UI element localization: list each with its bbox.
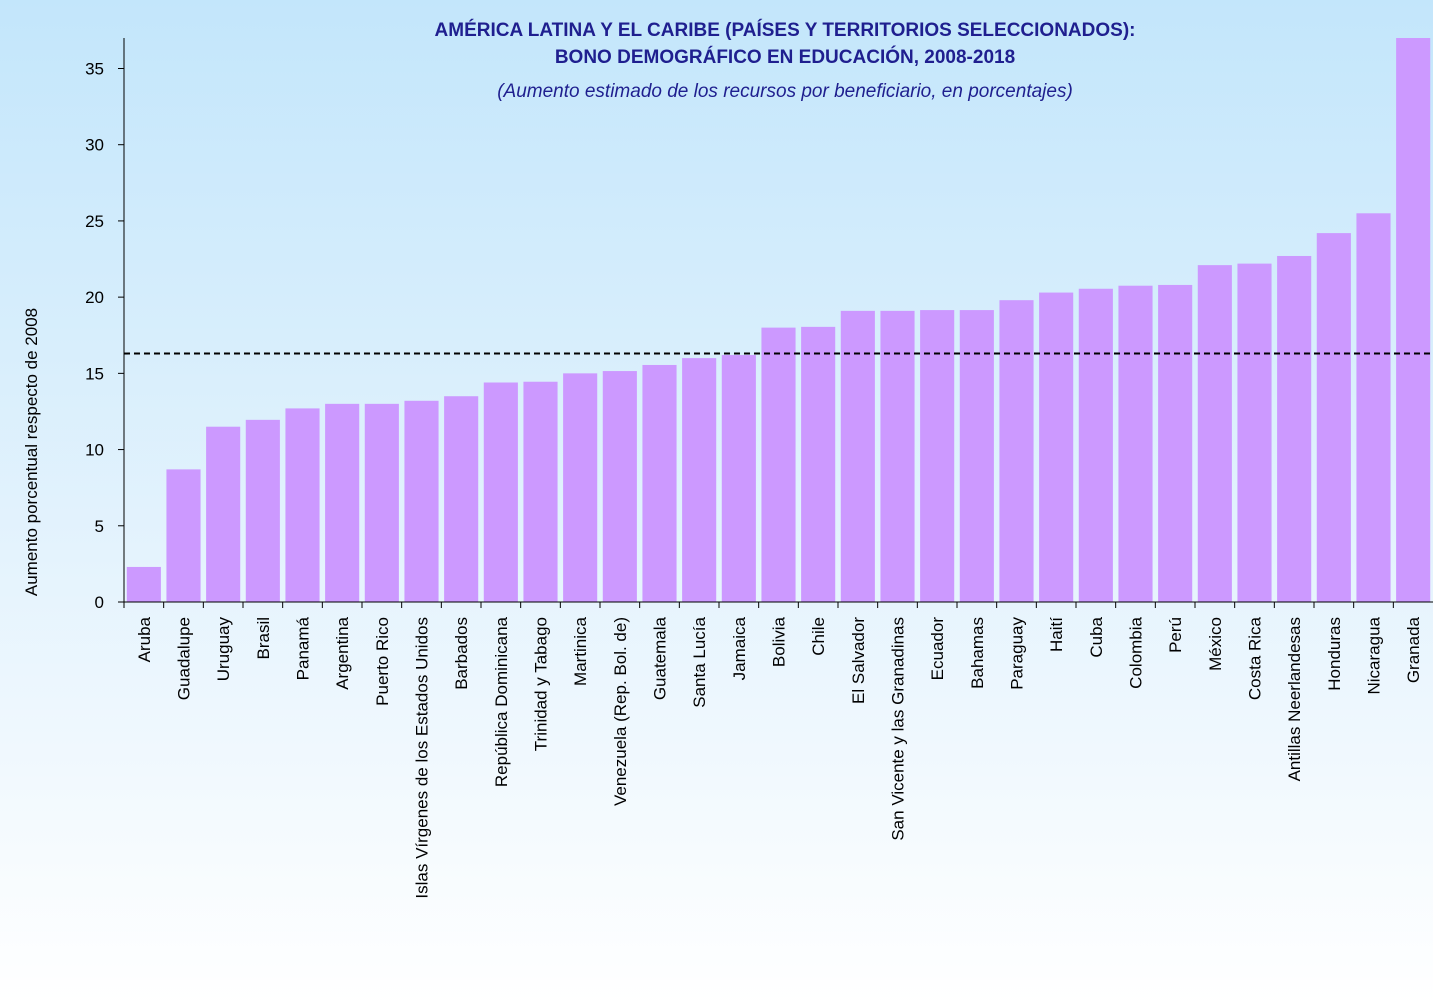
y-tick-label: 0 (95, 593, 104, 612)
bar (602, 371, 637, 602)
x-tick-label: México (1206, 617, 1225, 671)
bar (444, 396, 479, 602)
bar (166, 469, 201, 602)
bar (523, 381, 558, 602)
x-tick-label: Guatemala (651, 616, 670, 700)
bar (642, 364, 677, 602)
x-tick-label: Bolivia (770, 616, 789, 667)
bar (801, 326, 836, 602)
bar (325, 403, 360, 602)
x-tick-label: Bahamas (968, 617, 987, 689)
y-tick-label: 10 (85, 441, 104, 460)
bar (1277, 255, 1312, 602)
bar (880, 310, 915, 602)
bar (483, 382, 518, 602)
x-tick-label: Trinidad y Tabago (532, 617, 551, 751)
bar (206, 426, 241, 602)
bar (1237, 263, 1272, 602)
x-tick-label: Venezuela (Rep. Bol. de) (611, 617, 630, 806)
x-tick-label: República Dominicana (492, 616, 511, 787)
bar (959, 310, 994, 602)
bar (721, 355, 756, 602)
bar (682, 358, 717, 602)
bar (1158, 284, 1193, 602)
x-tick-label: Uruguay (214, 617, 233, 682)
bar (404, 400, 439, 602)
x-tick-label: Cuba (1087, 616, 1106, 657)
x-tick-label: Colombia (1127, 616, 1146, 688)
x-tick-label: Paraguay (1008, 617, 1027, 690)
y-tick-label: 15 (85, 364, 104, 383)
bar (1197, 265, 1232, 602)
y-tick-label: 35 (85, 59, 104, 78)
bar (285, 408, 320, 602)
x-tick-label: Nicaragua (1365, 616, 1384, 694)
chart-title: AMÉRICA LATINA Y EL CARIBE (PAÍSES Y TER… (435, 19, 1136, 41)
x-tick-label: Aruba (135, 616, 154, 662)
x-tick-label: Barbados (452, 617, 471, 690)
bar (999, 300, 1034, 602)
y-tick-label: 30 (85, 136, 104, 155)
bar (920, 310, 955, 602)
x-tick-label: Guadalupe (175, 617, 194, 700)
bar (126, 566, 161, 602)
y-tick-label: 20 (85, 288, 104, 307)
x-tick-label: Granada (1404, 616, 1423, 683)
bar (364, 403, 399, 602)
x-tick-label: Ecuador (928, 617, 947, 681)
y-axis-label: Aumento porcentual respecto de 2008 (22, 308, 41, 596)
chart-title-line2: BONO DEMOGRÁFICO EN EDUCACIÓN, 2008-2018 (555, 46, 1015, 68)
x-tick-label: Haití (1047, 617, 1066, 652)
y-tick-label: 5 (95, 517, 104, 536)
bar (1316, 233, 1351, 602)
x-tick-label: Chile (809, 617, 828, 656)
x-tick-label: Brasil (254, 617, 273, 660)
bar (245, 419, 280, 602)
chart-subtitle: (Aumento estimado de los recursos por be… (497, 81, 1073, 102)
bar (1039, 292, 1074, 602)
bar (1118, 285, 1153, 602)
x-tick-label: Jamaica (730, 616, 749, 680)
bar (563, 373, 598, 602)
x-tick-label: San Vicente y las Granadinas (889, 617, 908, 841)
bar (1078, 288, 1113, 602)
x-tick-label: Costa Rica (1246, 616, 1265, 700)
bar (761, 327, 796, 602)
x-tick-label: Martinica (571, 616, 590, 686)
bar (1396, 38, 1431, 602)
x-tick-label: Islas Vírgenes de los Estados Unidos (413, 617, 432, 899)
x-tick-label: Antillas Neerlandesas (1285, 617, 1304, 781)
bar (840, 310, 875, 602)
x-tick-label: Puerto Rico (373, 617, 392, 706)
x-tick-label: Santa Lucía (690, 616, 709, 707)
y-tick-label: 25 (85, 212, 104, 231)
x-tick-label: El Salvador (849, 617, 868, 704)
x-tick-label: Honduras (1325, 617, 1344, 691)
bar (1356, 213, 1391, 602)
x-tick-label: Panamá (294, 616, 313, 680)
x-tick-label: Perú (1166, 617, 1185, 653)
x-tick-label: Argentina (333, 616, 352, 689)
